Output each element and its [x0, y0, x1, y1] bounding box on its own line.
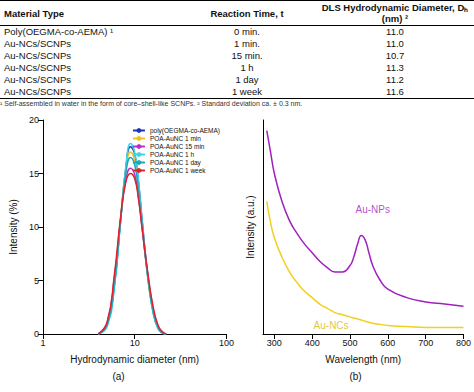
html-text:¹ Self-assembled in water in t: ¹ Self-assembled in water in the form of… — [0, 100, 303, 107]
html-text:11.0: 11.0 — [386, 38, 404, 49]
svg-text:20: 20 — [29, 115, 39, 125]
svg-text:700: 700 — [418, 338, 433, 348]
svg-text:POA-AuNC 1 day: POA-AuNC 1 day — [150, 159, 202, 167]
html-text:10.7: 10.7 — [385, 50, 405, 61]
svg-text:400: 400 — [305, 338, 320, 348]
svg-text:POA-AuNC 1 min: POA-AuNC 1 min — [150, 135, 201, 142]
svg-text:0: 0 — [34, 329, 39, 339]
html-text:0 min.: 0 min. — [234, 26, 260, 37]
svg-text:15: 15 — [29, 169, 39, 179]
html-text:Poly(OEGMA-co-AEMA) ¹: Poly(OEGMA-co-AEMA) ¹ — [4, 26, 114, 37]
svg-text:100: 100 — [219, 338, 234, 348]
svg-text:Intensity (a.u.): Intensity (a.u.) — [245, 195, 256, 258]
svg-text:600: 600 — [380, 338, 395, 348]
html-text:Au-NCs/SCNPs: Au-NCs/SCNPs — [4, 74, 71, 85]
html-text:1 day: 1 day — [235, 74, 259, 85]
svg-text:Au-NCs: Au-NCs — [314, 320, 349, 331]
svg-text:Hydrodynamic diameter (nm): Hydrodynamic diameter (nm) — [70, 354, 199, 365]
html-text:11.0: 11.0 — [386, 26, 404, 37]
svg-text:(a): (a) — [112, 371, 124, 382]
html-text:Au-NCs/SCNPs: Au-NCs/SCNPs — [4, 38, 71, 49]
svg-text:500: 500 — [342, 338, 357, 348]
html-text:Au-NCs/SCNPs: Au-NCs/SCNPs — [4, 62, 71, 73]
html-text:1 week: 1 week — [231, 86, 262, 97]
svg-text:Intensity (%): Intensity (%) — [8, 199, 19, 255]
svg-text:10: 10 — [29, 222, 39, 232]
svg-text:Wavelength (nm): Wavelength (nm) — [325, 354, 401, 365]
svg-text:5: 5 — [34, 276, 39, 286]
html-text:1 h: 1 h — [240, 62, 254, 73]
html-text:Au-NCs/SCNPs: Au-NCs/SCNPs — [4, 50, 71, 61]
html-text:11.3: 11.3 — [386, 62, 404, 73]
svg-text:poly(OEGMA-co-AEMA): poly(OEGMA-co-AEMA) — [150, 127, 220, 135]
svg-text:POA-AuNC 1 week: POA-AuNC 1 week — [150, 167, 206, 174]
html-text:DLS Hydrodynamic Diameter, Dₕ: DLS Hydrodynamic Diameter, Dₕ (nm) ² — [321, 2, 469, 24]
svg-text:800: 800 — [456, 338, 471, 348]
html-text:Reaction Time, t: Reaction Time, t — [210, 7, 284, 19]
html-text:Au-NCs/SCNPs: Au-NCs/SCNPs — [4, 86, 71, 97]
html-text:Material Type: Material Type — [4, 7, 64, 19]
html-text:1 min.: 1 min. — [234, 38, 260, 49]
html-text:11.2: 11.2 — [386, 74, 404, 85]
svg-text:10: 10 — [130, 338, 140, 348]
svg-text:POA-AuNC 15 min: POA-AuNC 15 min — [150, 143, 205, 150]
html-text:11.6: 11.6 — [386, 86, 404, 97]
svg-text:Au-NPs: Au-NPs — [355, 204, 389, 215]
svg-text:(b): (b) — [349, 371, 361, 382]
html-text:15 min.: 15 min. — [231, 50, 263, 61]
svg-text:POA-AuNC 1 h: POA-AuNC 1 h — [150, 151, 194, 158]
svg-text:300: 300 — [267, 338, 282, 348]
svg-text:1: 1 — [40, 338, 45, 348]
